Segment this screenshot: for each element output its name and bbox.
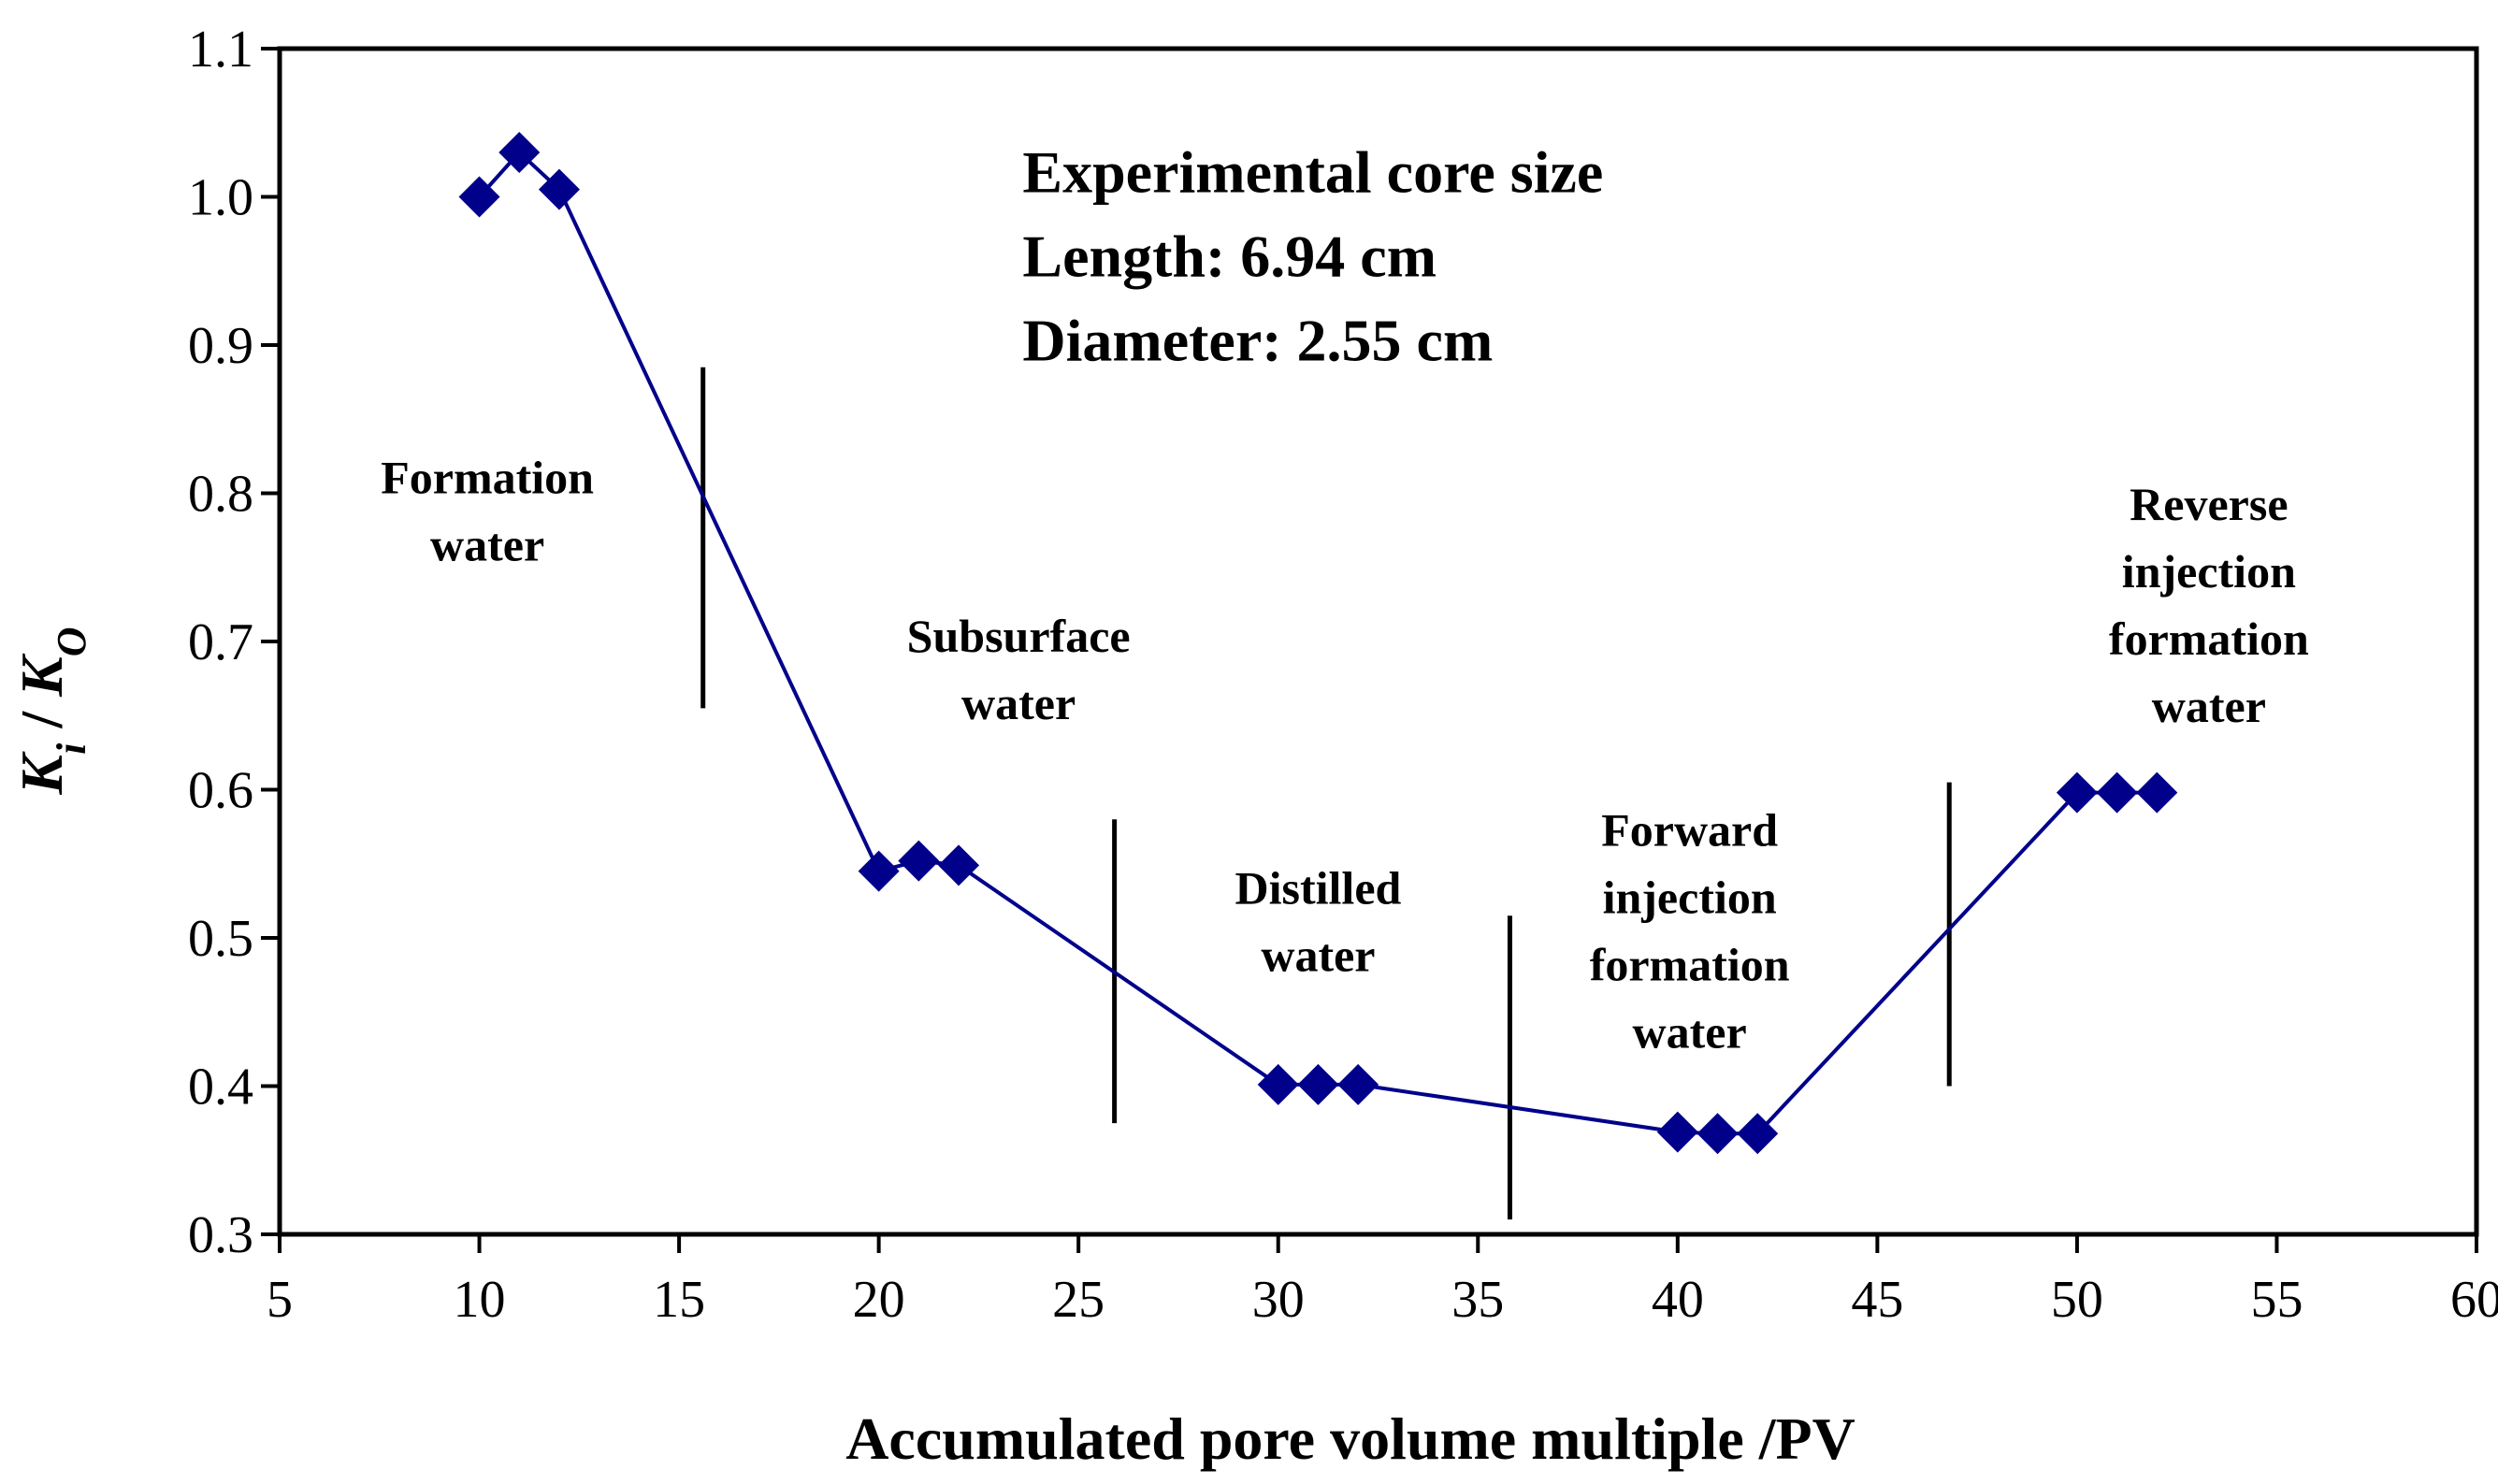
data-series <box>458 131 2178 1155</box>
core-size-info: Experimental core size Length: 6.94 cm Dia… <box>1022 139 1603 374</box>
x-tick-label: 10 <box>454 1271 506 1329</box>
annotation-line: injection <box>1603 872 1777 924</box>
y-axis-k: K <box>8 751 75 796</box>
phase-annotation: Forward injection formation water <box>1590 804 1790 1059</box>
annotation-line: water <box>1633 1006 1747 1059</box>
x-tick-label: 35 <box>1451 1271 1504 1329</box>
data-point <box>498 131 541 173</box>
data-point <box>1257 1063 1299 1105</box>
x-tick-label: 60 <box>2450 1271 2498 1329</box>
info-line: Length: 6.94 cm <box>1022 223 1437 290</box>
annotation-line: Subsurface <box>907 610 1131 662</box>
y-tick-label: 0.6 <box>188 762 253 820</box>
annotation-line: Reverse <box>2130 478 2288 530</box>
y-axis-title: Ki / KO <box>8 627 94 795</box>
phase-dividers <box>700 367 1952 1220</box>
data-point <box>858 850 900 892</box>
y-tick-label: 0.8 <box>188 466 253 524</box>
y-tick-label: 0.4 <box>188 1059 253 1117</box>
annotation-line: water <box>1261 929 1375 982</box>
annotation-line: formation <box>1590 939 1790 991</box>
annotation-line: Formation <box>381 452 594 504</box>
phase-annotation: Formation water <box>381 452 594 571</box>
data-point <box>1656 1111 1698 1153</box>
y-tick-label: 1.1 <box>188 21 253 79</box>
x-tick-label: 45 <box>1851 1271 1903 1329</box>
x-tick-label: 50 <box>2051 1271 2103 1329</box>
y-ticks: 0.3 0.4 0.5 0.6 0.7 0.8 0.9 1.0 1.1 <box>188 21 280 1264</box>
y-axis-sub-i: i <box>49 742 94 755</box>
y-tick-label: 0.5 <box>188 910 253 968</box>
data-point <box>898 840 940 882</box>
data-point <box>1737 1113 1779 1155</box>
x-tick-label: 15 <box>653 1271 705 1329</box>
data-point <box>2096 771 2138 814</box>
annotation-line: formation <box>2109 612 2309 665</box>
y-tick-label: 1.0 <box>188 169 253 227</box>
data-point <box>458 176 500 218</box>
data-point <box>538 168 580 210</box>
x-tick-label: 55 <box>2250 1271 2303 1329</box>
data-point <box>1337 1063 1379 1105</box>
x-tick-label: 40 <box>1652 1271 1704 1329</box>
info-line: Diameter: 2.55 cm <box>1022 308 1493 374</box>
annotation-line: Distilled <box>1235 862 1402 915</box>
data-point <box>2056 771 2098 814</box>
y-tick-label: 0.9 <box>188 317 253 375</box>
data-point <box>1697 1113 1739 1155</box>
annotation-line: injection <box>2122 545 2296 598</box>
data-point <box>938 844 980 886</box>
annotation-line: Forward <box>1601 804 1778 857</box>
x-tick-label: 5 <box>267 1271 293 1329</box>
annotation-line: water <box>2152 680 2266 732</box>
x-tick-label: 30 <box>1252 1271 1305 1329</box>
phase-annotation: Distilled water <box>1235 862 1402 982</box>
annotation-line: water <box>430 519 544 571</box>
info-text: Experimental core size Length: 6.94 cm Dia… <box>1022 139 1603 374</box>
x-tick-label: 25 <box>1052 1271 1105 1329</box>
x-ticks: 5 10 15 20 25 30 35 40 45 50 55 60 <box>267 1234 2498 1329</box>
annotation-line: water <box>961 677 1076 729</box>
y-tick-label: 0.7 <box>188 613 253 671</box>
phase-annotations: Formation water Subsurface water Distilled wa… <box>381 452 2309 1059</box>
y-axis-k2: K <box>8 653 75 698</box>
phase-annotation: Reverse injection formation water <box>2109 478 2309 732</box>
y-axis-sub-o: O <box>49 627 94 656</box>
y-axis-separator: / <box>8 697 75 743</box>
y-tick-label: 0.3 <box>188 1206 253 1264</box>
info-line: Experimental core size <box>1022 139 1603 206</box>
x-axis-title: Accumulated pore volume multiple /PV <box>845 1405 1855 1472</box>
phase-annotation: Subsurface water <box>907 610 1131 729</box>
data-point <box>2136 771 2178 814</box>
series-line <box>478 150 2158 1136</box>
data-point <box>1297 1063 1339 1105</box>
x-tick-label: 20 <box>853 1271 905 1329</box>
